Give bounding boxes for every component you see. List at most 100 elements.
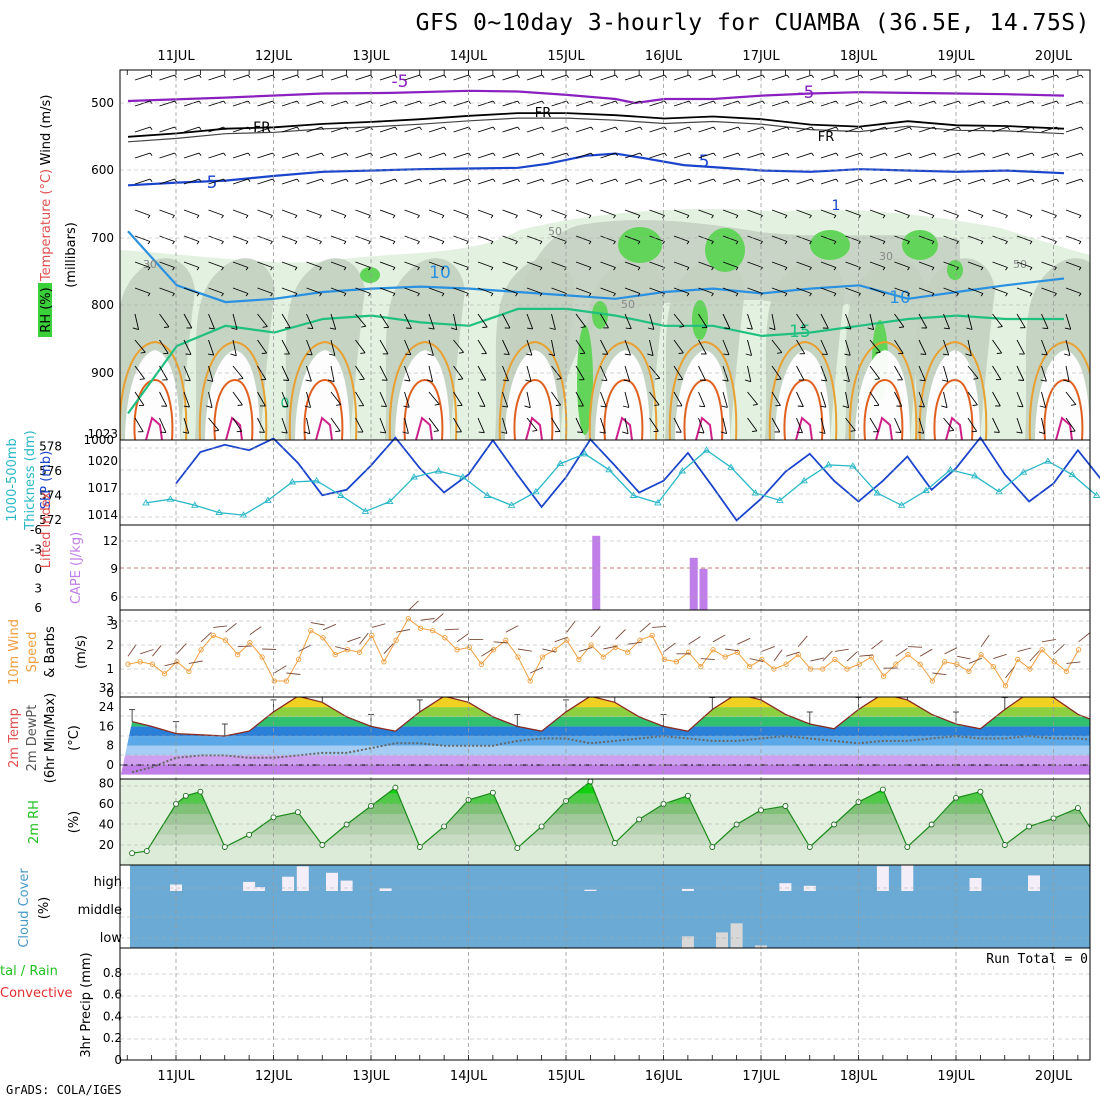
- wind-barb: [417, 241, 420, 245]
- wind-barb: [417, 293, 420, 297]
- wind-barb: [771, 287, 788, 294]
- wind-barb: [809, 241, 812, 245]
- wind10-point: [1051, 659, 1057, 665]
- wind-barb: [281, 126, 298, 133]
- wind-barb: [257, 339, 268, 354]
- cloud-high-bar: [296, 866, 309, 891]
- wind-barb: [796, 391, 804, 407]
- cape-tick: 12: [103, 534, 118, 548]
- wind-barb: [232, 235, 249, 242]
- cloud-high-bar: [282, 876, 295, 891]
- wind-barb: [943, 391, 948, 408]
- wind10-point: [600, 654, 606, 660]
- wind-barb: [664, 100, 667, 105]
- wind-barb: [492, 126, 496, 131]
- wind-barb: [294, 215, 298, 219]
- wind-barb: [600, 417, 606, 434]
- wind-barb: [869, 74, 886, 81]
- rh-core: [595, 350, 650, 440]
- wind-barb: [502, 287, 518, 294]
- wind-barb: [723, 353, 730, 356]
- rh2m-point: [294, 809, 301, 816]
- wind-barb: [909, 74, 912, 79]
- wind-barb: [517, 74, 520, 79]
- wind-barb: [172, 241, 175, 245]
- wind-barb: [673, 287, 690, 294]
- wind10-point: [381, 659, 387, 665]
- wind-barb: [417, 215, 420, 219]
- wind-barb: [722, 235, 739, 242]
- wind-barb: [624, 391, 630, 408]
- rh-shade-high: [902, 230, 938, 260]
- wind-barb: [820, 152, 837, 159]
- wind-barb: [845, 313, 852, 330]
- wind-barb: [1091, 392, 1099, 406]
- wind-barb: [1091, 314, 1100, 326]
- cloud-tick: low: [100, 931, 123, 946]
- li-tick: -6: [30, 523, 42, 537]
- date-label-bottom: 16JUL: [645, 1069, 683, 1084]
- wind10-label: (m/s): [74, 635, 89, 669]
- wind-barb: [858, 241, 861, 245]
- wind-barb: [379, 391, 387, 407]
- wind-barb: [711, 241, 714, 245]
- wind-barb: [600, 339, 609, 355]
- wind-barb: [319, 241, 322, 245]
- wind-barb: [517, 178, 520, 183]
- rh-band: [120, 834, 1090, 846]
- wind10-point: [990, 663, 996, 670]
- wind-barb: [894, 152, 910, 159]
- wind-barb: [223, 152, 226, 157]
- wind-barb: [699, 405, 705, 408]
- wind-barb: [869, 391, 880, 406]
- wind10-barb: [785, 651, 800, 657]
- wind-barb: [1029, 267, 1033, 271]
- rh2m-point: [1026, 823, 1033, 830]
- wind-barb: [281, 152, 298, 159]
- wind-barb: [771, 391, 781, 406]
- wind-barb: [551, 391, 562, 406]
- wind-barb: [551, 417, 561, 432]
- wind10-point: [308, 627, 314, 634]
- wind10-barb: [493, 641, 508, 644]
- wind10-point: [295, 656, 302, 663]
- wind-barb: [551, 261, 567, 268]
- thickness-point: [361, 507, 370, 514]
- wind-barb: [453, 391, 463, 406]
- wind-barb: [1078, 215, 1082, 219]
- wind-barb: [477, 417, 485, 433]
- wind-barb: [1096, 326, 1100, 327]
- wind-barb: [404, 379, 411, 382]
- wind-barb: [525, 379, 532, 382]
- wind-barb: [345, 126, 349, 131]
- wind-barb: [281, 261, 298, 268]
- wind-barb: [575, 235, 592, 242]
- precip-tick: 0.4: [103, 1009, 122, 1023]
- wind-barb: [208, 178, 224, 185]
- wind-barb: [257, 261, 273, 268]
- wind-barb: [296, 74, 300, 79]
- wind-barb: [428, 327, 435, 330]
- wind-barb: [820, 391, 827, 408]
- wind-barb: [453, 209, 469, 216]
- wind10-barb: [1017, 647, 1032, 652]
- rh-tick: 80: [99, 777, 114, 791]
- wind-barb: [1065, 74, 1082, 81]
- wind-barb: [443, 74, 447, 79]
- wind-barb: [355, 100, 371, 107]
- cloud-high-bar: [326, 872, 338, 891]
- wind-barb: [1065, 313, 1072, 330]
- wind-barb: [1065, 339, 1071, 356]
- thickness-point: [264, 496, 272, 503]
- wind10-point: [722, 654, 728, 660]
- wind-barb: [992, 74, 1008, 81]
- wind10-point: [369, 632, 375, 639]
- wind-barb: [1056, 100, 1059, 105]
- wind-barb: [134, 235, 151, 242]
- wind-barb: [933, 100, 937, 105]
- wind-barb: [673, 100, 690, 107]
- wind10-point: [198, 647, 204, 653]
- wind-barb: [649, 313, 655, 330]
- wind-barb: [426, 379, 433, 383]
- wind-barb: [453, 313, 458, 330]
